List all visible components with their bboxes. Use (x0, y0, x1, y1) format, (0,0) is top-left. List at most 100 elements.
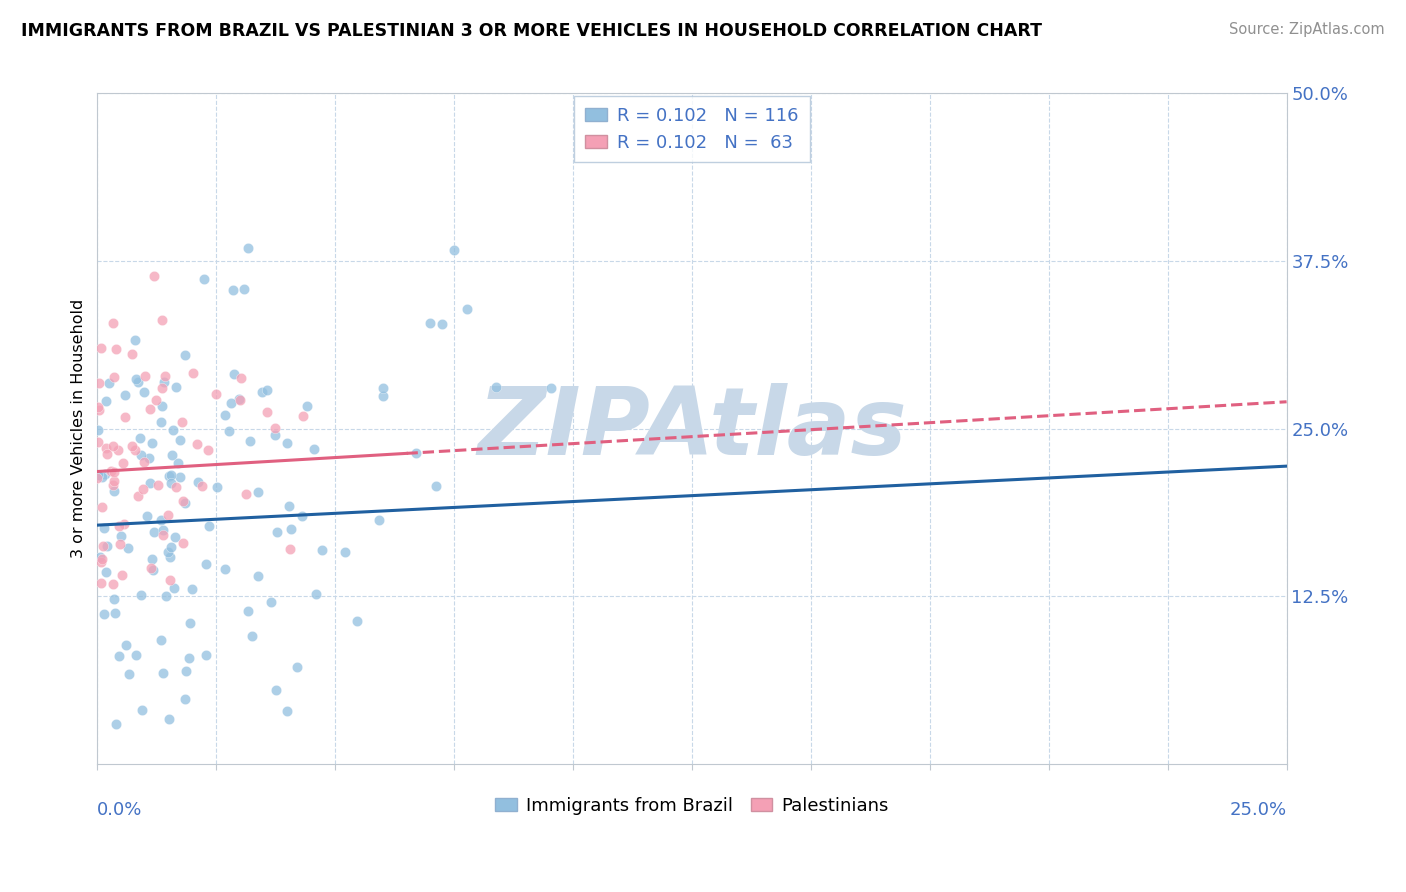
Point (121, 346, 143, 360)
Point (276, 435, 298, 450)
Point (174, 496, 197, 510)
Point (174, 691, 197, 706)
Point (121, 439, 143, 453)
Point (155, 589, 177, 603)
Point (166, 456, 188, 470)
Point (266, 525, 288, 540)
Point (141, 552, 163, 566)
Point (90, 500, 112, 514)
Point (139, 402, 162, 417)
Point (174, 665, 197, 679)
Point (149, 633, 172, 648)
Point (124, 333, 146, 347)
Point (179, 615, 201, 630)
Point (155, 369, 177, 384)
Point (107, 443, 129, 458)
Point (205, 480, 228, 494)
Point (305, 587, 328, 601)
Point (111, 456, 134, 470)
Point (150, 513, 173, 527)
Point (219, 396, 242, 410)
Point (86, 471, 108, 485)
Point (373, 389, 395, 403)
Point (159, 573, 181, 587)
Point (136, 508, 159, 523)
Point (103, 466, 125, 480)
Point (425, 479, 447, 493)
Point (187, 475, 209, 489)
Point (193, 272, 215, 286)
Point (197, 519, 219, 533)
Point (229, 392, 252, 407)
Legend: Immigrants from Brazil, Palestinians: Immigrants from Brazil, Palestinians (488, 789, 896, 822)
Point (129, 448, 152, 462)
Point (112, 517, 135, 532)
Point (302, 442, 325, 456)
Point (104, 342, 127, 356)
Point (195, 558, 218, 572)
Point (214, 561, 236, 575)
Point (142, 563, 165, 577)
Point (143, 268, 166, 283)
Point (236, 241, 259, 255)
Point (103, 370, 125, 384)
Point (165, 480, 187, 494)
Point (368, 513, 391, 527)
Point (222, 367, 245, 381)
Point (157, 469, 180, 483)
Point (239, 434, 262, 448)
Point (143, 525, 166, 540)
Point (214, 408, 236, 422)
Point (91, 539, 114, 553)
Point (100, 464, 122, 478)
Point (152, 375, 174, 389)
Point (157, 508, 180, 523)
Point (91, 470, 114, 484)
Point (117, 541, 139, 556)
Text: 0.0%: 0.0% (97, 801, 143, 819)
Point (285, 660, 308, 674)
Point (111, 568, 134, 582)
Point (256, 384, 278, 398)
Text: 25.0%: 25.0% (1229, 801, 1286, 819)
Point (152, 528, 174, 542)
Point (89, 550, 111, 565)
Point (159, 550, 181, 565)
Point (101, 316, 124, 330)
Point (150, 399, 173, 413)
Point (132, 384, 155, 399)
Point (160, 467, 183, 482)
Point (252, 385, 274, 400)
Point (94, 393, 117, 408)
Point (221, 284, 243, 298)
Point (150, 381, 173, 395)
Point (180, 582, 202, 597)
Point (105, 716, 128, 731)
Point (169, 470, 191, 484)
Point (90, 575, 112, 590)
Point (247, 485, 270, 500)
Text: Source: ZipAtlas.com: Source: ZipAtlas.com (1229, 22, 1385, 37)
Point (159, 476, 181, 491)
Point (125, 648, 148, 662)
Point (114, 409, 136, 424)
Point (160, 540, 183, 554)
Point (195, 648, 218, 662)
Point (108, 649, 131, 664)
Point (87, 467, 110, 482)
Point (134, 369, 156, 384)
Point (110, 529, 132, 543)
Point (108, 519, 131, 533)
Point (172, 494, 194, 508)
Point (103, 577, 125, 591)
Point (419, 316, 441, 330)
Point (240, 629, 263, 643)
Point (93, 520, 115, 534)
Point (311, 543, 333, 558)
Point (235, 487, 257, 501)
Point (89, 376, 111, 390)
Point (129, 588, 152, 602)
Point (172, 536, 194, 550)
Point (93, 607, 115, 621)
Point (127, 375, 149, 389)
